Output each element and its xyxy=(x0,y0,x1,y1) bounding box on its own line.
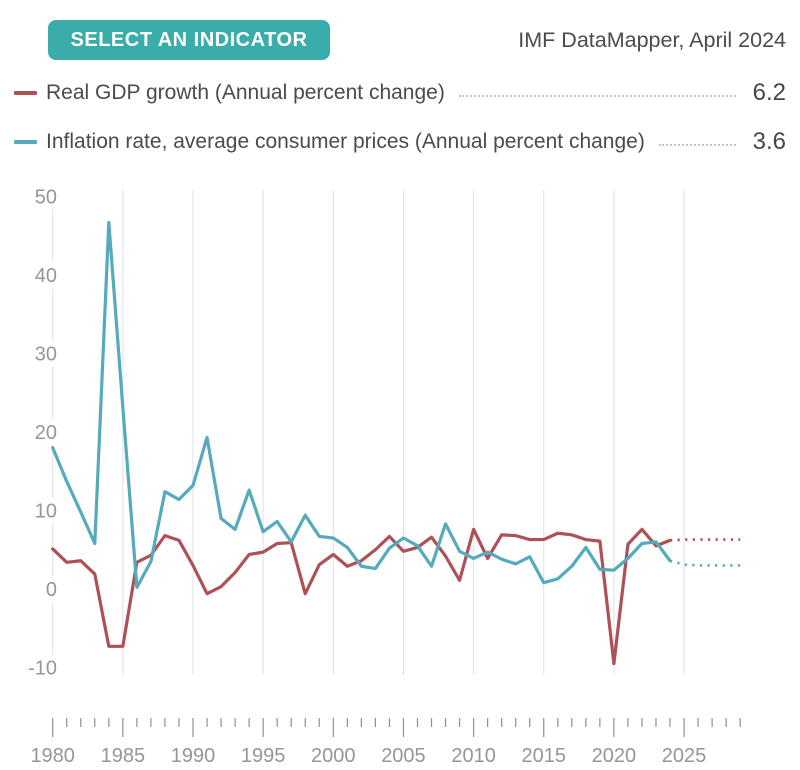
legend-row-inflation-rate[interactable]: Inflation rate, average consumer prices … xyxy=(0,125,800,159)
x-axis-label: 2025 xyxy=(662,745,707,767)
dotted-leader xyxy=(458,95,736,97)
y-axis-label: 0 xyxy=(46,579,57,601)
gdp-series-swatch xyxy=(14,91,37,95)
y-axis: 50 40 30 20 10 0 -10 xyxy=(14,183,60,681)
datamapper-source-caption: IMF DataMapper, April 2024 xyxy=(518,28,786,52)
x-axis-label: 2000 xyxy=(311,745,356,767)
y-axis-label: 20 xyxy=(35,422,57,444)
x-axis-label: 2015 xyxy=(522,745,567,767)
x-axis-label: 2020 xyxy=(592,745,637,767)
gridlines xyxy=(52,190,685,675)
gdp-series-label: Real GDP growth (Annual percent change) xyxy=(46,81,445,104)
dotted-leader xyxy=(658,144,736,146)
x-axis-label: 2005 xyxy=(381,745,426,767)
real-gdp-growth-projection-line xyxy=(669,538,741,542)
y-axis-label: 50 xyxy=(35,187,57,209)
y-axis-label: 30 xyxy=(35,344,57,366)
inflation-rate-projection-line xyxy=(669,559,741,567)
real-gdp-growth-series[interactable] xyxy=(51,527,741,666)
y-axis-label: -10 xyxy=(28,657,57,679)
y-axis-label: 40 xyxy=(35,265,57,287)
x-axis-label: 1985 xyxy=(101,745,146,767)
x-axis: 1980 1985 1990 1995 2000 2005 2010 2015 2020 2025 xyxy=(30,718,741,767)
y-axis-label: 10 xyxy=(35,501,57,523)
time-series-chart[interactable]: 1980 1985 1990 1995 2000 2005 2010 2015 2020 2025… xyxy=(0,180,800,770)
x-axis-label: 2010 xyxy=(451,745,496,767)
x-axis-label: 1980 xyxy=(30,745,75,767)
real-gdp-growth-line xyxy=(51,527,672,666)
x-axis-label: 1995 xyxy=(241,745,286,767)
inflation-series-label: Inflation rate, average consumer prices … xyxy=(46,130,645,153)
inflation-series-swatch xyxy=(14,140,37,144)
inflation-rate-series[interactable] xyxy=(51,220,741,590)
legend-row-real-gdp-growth[interactable]: Real GDP growth (Annual percent change) … xyxy=(0,76,800,110)
x-axis-label: 1990 xyxy=(171,745,216,767)
gdp-latest-value: 6.2 xyxy=(752,79,786,106)
select-indicator-button[interactable]: SELECT AN INDICATOR xyxy=(48,20,330,60)
inflation-latest-value: 3.6 xyxy=(752,128,786,155)
inflation-rate-line xyxy=(51,220,672,590)
